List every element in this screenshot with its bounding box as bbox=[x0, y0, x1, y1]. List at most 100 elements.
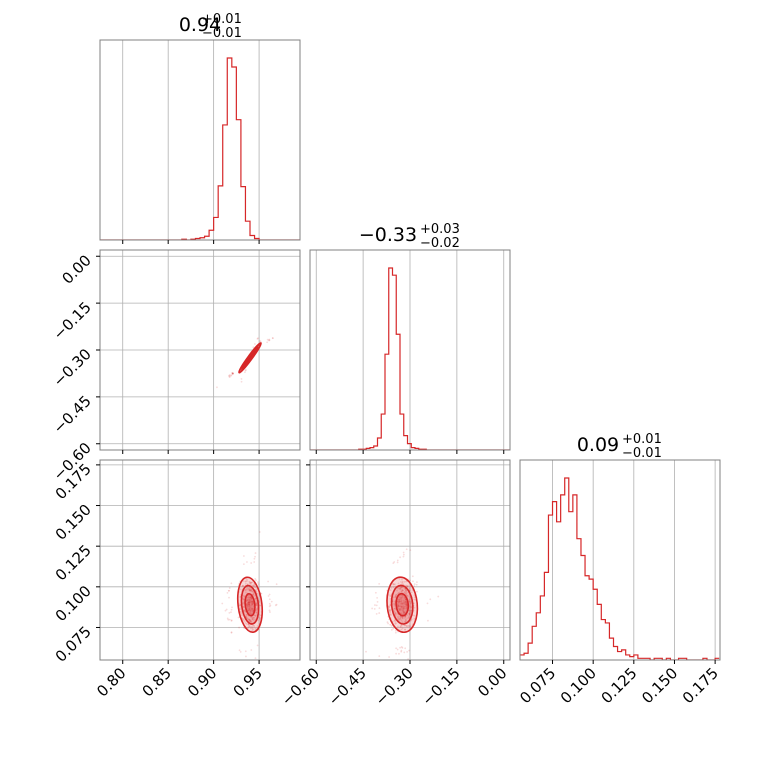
sample-point bbox=[230, 374, 233, 376]
sample-point bbox=[252, 602, 254, 604]
sample-point bbox=[401, 616, 404, 619]
sample-point bbox=[399, 600, 402, 603]
sample-point bbox=[249, 610, 252, 613]
sample-point bbox=[393, 602, 395, 605]
sample-point bbox=[404, 603, 406, 605]
density-contour bbox=[390, 584, 414, 625]
title-p0-plus: +0.01 bbox=[202, 12, 242, 27]
sample-point bbox=[405, 625, 408, 627]
sample-point bbox=[250, 649, 253, 651]
sample-point bbox=[251, 612, 253, 615]
sample-point bbox=[260, 592, 263, 595]
sample-point bbox=[230, 619, 233, 622]
sample-point bbox=[389, 589, 392, 592]
panel-hist-p1 bbox=[309, 249, 511, 454]
sample-point bbox=[399, 597, 402, 600]
sample-point bbox=[402, 602, 405, 605]
sample-point bbox=[228, 587, 231, 589]
sample-point bbox=[255, 610, 258, 613]
x-tick-label: 0.95 bbox=[230, 664, 266, 700]
sample-point bbox=[242, 555, 245, 557]
sample-point bbox=[241, 614, 243, 617]
sample-point bbox=[244, 650, 247, 653]
sample-point bbox=[394, 611, 396, 614]
sample-point bbox=[408, 613, 411, 616]
sample-point bbox=[397, 601, 400, 604]
sample-point bbox=[248, 605, 250, 608]
sample-point bbox=[250, 562, 253, 564]
sample-point bbox=[398, 609, 401, 611]
sample-point bbox=[271, 337, 274, 339]
sample-point bbox=[402, 617, 404, 620]
sample-point bbox=[401, 603, 403, 606]
sample-point bbox=[405, 590, 407, 593]
sample-point bbox=[258, 601, 261, 603]
sample-point bbox=[228, 376, 231, 379]
sample-point bbox=[405, 591, 408, 594]
sample-point bbox=[407, 616, 410, 619]
sample-point bbox=[397, 598, 400, 601]
sample-point bbox=[245, 603, 248, 606]
sample-point bbox=[239, 608, 242, 611]
sample-point bbox=[249, 588, 251, 591]
sample-point bbox=[251, 590, 254, 593]
sample-point bbox=[405, 601, 408, 604]
sample-point bbox=[393, 619, 396, 622]
sample-point bbox=[243, 594, 245, 597]
y-tick-label: 0.125 bbox=[52, 541, 95, 584]
sample-point bbox=[408, 649, 411, 652]
sample-point bbox=[254, 627, 257, 630]
sample-point bbox=[404, 603, 407, 606]
sample-point bbox=[251, 625, 253, 628]
sample-point bbox=[232, 372, 235, 375]
sample-point bbox=[378, 655, 381, 657]
sample-point bbox=[386, 621, 389, 624]
sample-point bbox=[425, 661, 427, 663]
sample-point bbox=[230, 608, 233, 611]
sample-point bbox=[253, 616, 255, 619]
panel-frame bbox=[519, 459, 721, 661]
sample-point bbox=[253, 586, 256, 588]
sample-point bbox=[394, 594, 397, 597]
sample-point bbox=[399, 602, 402, 604]
sample-point bbox=[406, 585, 409, 588]
sample-point bbox=[394, 613, 397, 616]
sample-point bbox=[376, 600, 379, 603]
sample-point bbox=[399, 556, 401, 559]
sample-point bbox=[245, 622, 248, 625]
x-tick-label: 0.075 bbox=[516, 664, 559, 707]
sample-point bbox=[409, 579, 411, 582]
x-tick-label: 0.175 bbox=[679, 664, 722, 707]
sample-point bbox=[402, 607, 405, 610]
sample-point bbox=[249, 596, 252, 599]
sample-point bbox=[248, 597, 251, 600]
sample-point bbox=[408, 612, 410, 615]
sample-point bbox=[249, 589, 252, 592]
sample-point bbox=[411, 575, 414, 578]
sample-point bbox=[403, 611, 406, 614]
sample-point bbox=[401, 602, 403, 604]
sample-point bbox=[248, 609, 251, 612]
sample-point bbox=[406, 614, 409, 616]
density-contour bbox=[395, 592, 410, 617]
sample-point bbox=[245, 580, 248, 583]
sample-point bbox=[228, 375, 231, 378]
sample-point bbox=[250, 597, 253, 600]
sample-point bbox=[269, 611, 271, 613]
sample-point bbox=[405, 604, 408, 607]
sample-point bbox=[405, 580, 408, 583]
sample-point bbox=[242, 585, 245, 587]
sample-point bbox=[250, 597, 253, 599]
sample-point bbox=[400, 594, 403, 597]
sample-point bbox=[397, 603, 399, 606]
sample-point bbox=[394, 595, 397, 598]
sample-point bbox=[253, 625, 256, 628]
sample-point bbox=[254, 598, 257, 601]
sample-point bbox=[402, 555, 405, 558]
sample-point bbox=[376, 596, 379, 599]
sample-point bbox=[245, 613, 248, 616]
sample-point bbox=[388, 656, 390, 658]
sample-point bbox=[405, 589, 408, 592]
sample-point bbox=[402, 607, 405, 610]
sample-point bbox=[248, 619, 251, 621]
